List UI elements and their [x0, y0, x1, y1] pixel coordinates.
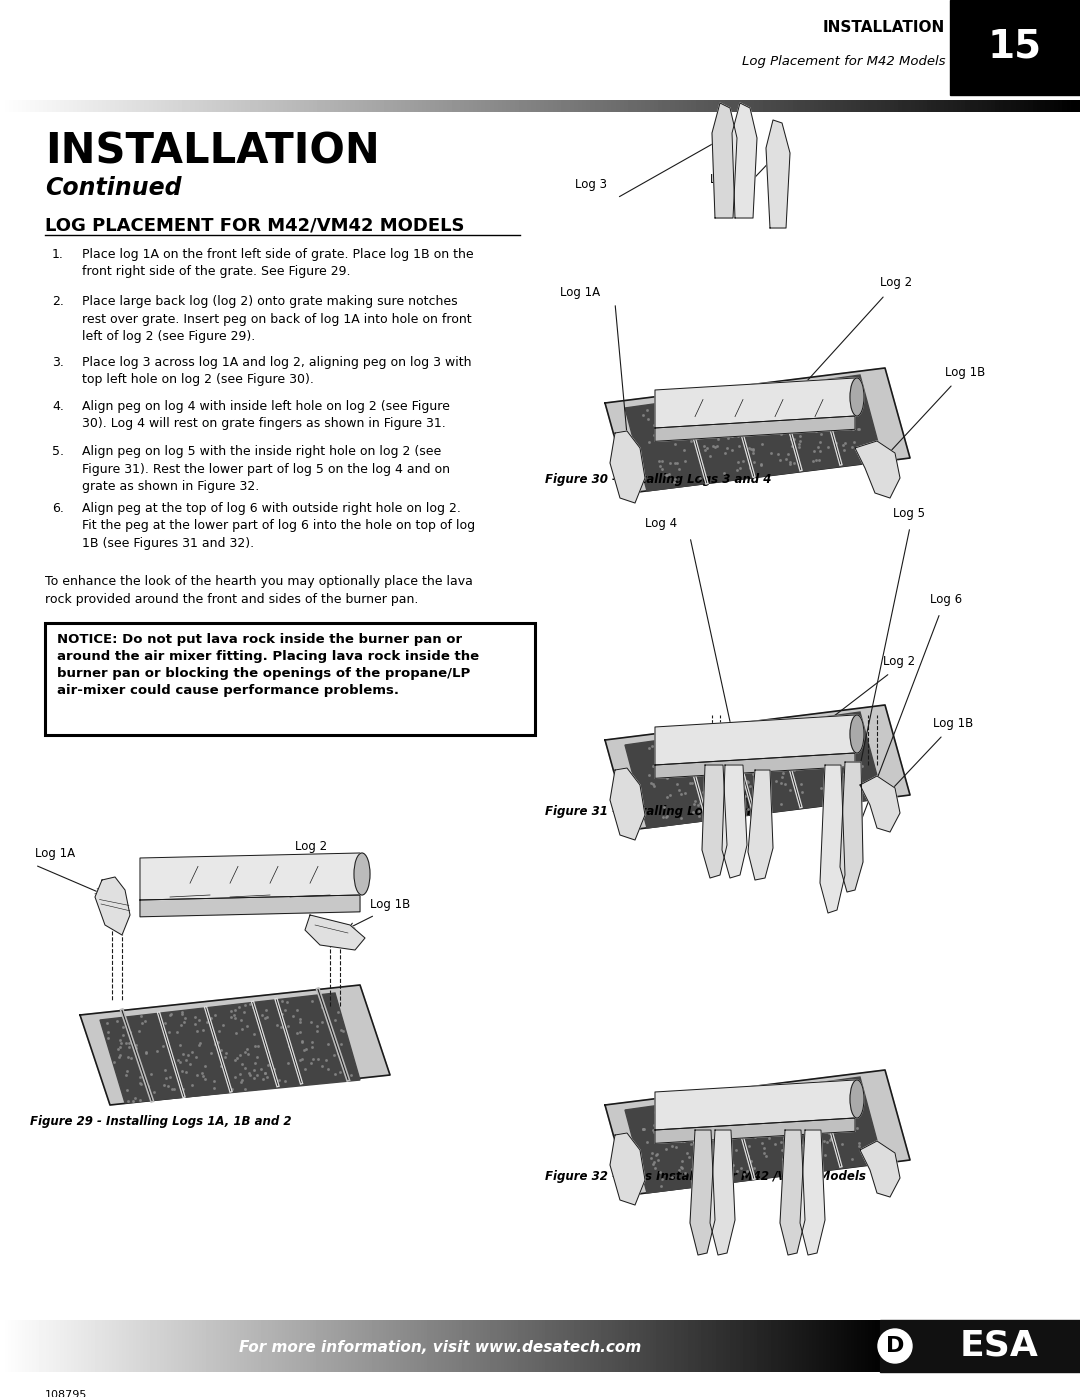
- Text: 2.: 2.: [52, 295, 64, 307]
- Text: ESA: ESA: [960, 1329, 1039, 1363]
- Text: Figure 29 - Installing Logs 1A, 1B and 2: Figure 29 - Installing Logs 1A, 1B and 2: [30, 1115, 292, 1127]
- Text: 108795: 108795: [45, 1390, 87, 1397]
- Polygon shape: [723, 766, 747, 877]
- Bar: [950, 0, 1080, 95]
- Polygon shape: [800, 1130, 825, 1255]
- Text: 5.: 5.: [52, 446, 64, 458]
- Text: Log 4: Log 4: [645, 517, 677, 529]
- Text: Log 6: Log 6: [930, 592, 962, 606]
- Polygon shape: [605, 367, 910, 493]
- Text: Place log 3 across log 1A and log 2, aligning peg on log 3 with
top left hole on: Place log 3 across log 1A and log 2, ali…: [82, 356, 472, 387]
- Text: Log 5: Log 5: [893, 507, 924, 520]
- Text: To enhance the look of the hearth you may optionally place the lava
rock provide: To enhance the look of the hearth you ma…: [45, 576, 473, 605]
- Text: Log 1B: Log 1B: [945, 366, 985, 379]
- Polygon shape: [690, 1130, 715, 1255]
- Text: Place log 1A on the front left side of grate. Place log 1B on the
front right si: Place log 1A on the front left side of g…: [82, 249, 474, 278]
- Text: 1.: 1.: [52, 249, 64, 261]
- Polygon shape: [654, 1080, 855, 1130]
- Polygon shape: [100, 993, 360, 1104]
- Text: Figure 30 - Installing Logs 3 and 4: Figure 30 - Installing Logs 3 and 4: [545, 474, 771, 486]
- Text: INSTALLATION: INSTALLATION: [45, 131, 380, 173]
- Text: Align peg on log 5 with the inside right hole on log 2 (see
Figure 31). Rest the: Align peg on log 5 with the inside right…: [82, 446, 450, 493]
- Polygon shape: [610, 432, 645, 503]
- Text: Log Placement for M42 Models: Log Placement for M42 Models: [742, 56, 945, 68]
- Ellipse shape: [850, 379, 864, 416]
- Text: INSTALLATION: INSTALLATION: [823, 21, 945, 35]
- Text: For more information, visit www.desatech.com: For more information, visit www.desatech…: [239, 1340, 642, 1355]
- Polygon shape: [625, 1077, 883, 1193]
- Polygon shape: [80, 985, 390, 1105]
- Polygon shape: [710, 1130, 735, 1255]
- Polygon shape: [610, 768, 645, 840]
- Polygon shape: [820, 766, 845, 914]
- Text: 6.: 6.: [52, 502, 64, 515]
- Text: Figure 32 - Logs Installed for M42 /VM42 Models: Figure 32 - Logs Installed for M42 /VM42…: [545, 1171, 866, 1183]
- Text: Log 2: Log 2: [883, 655, 915, 668]
- Text: Log 3: Log 3: [575, 177, 607, 191]
- Polygon shape: [305, 915, 365, 950]
- Polygon shape: [654, 416, 855, 441]
- Polygon shape: [610, 1133, 645, 1206]
- Text: 4.: 4.: [52, 400, 64, 414]
- Text: Log 1B: Log 1B: [933, 717, 973, 731]
- Polygon shape: [605, 1070, 910, 1194]
- Text: NOTICE: Do not put lava rock inside the burner pan or
around the air mixer fitti: NOTICE: Do not put lava rock inside the …: [57, 633, 480, 697]
- Bar: [880, 1320, 1080, 1372]
- Text: LOG PLACEMENT FOR M42/VM42 MODELS: LOG PLACEMENT FOR M42/VM42 MODELS: [45, 217, 464, 235]
- Polygon shape: [860, 1141, 900, 1197]
- Ellipse shape: [850, 715, 864, 753]
- Polygon shape: [140, 854, 360, 900]
- Ellipse shape: [850, 1080, 864, 1118]
- Polygon shape: [140, 895, 360, 916]
- Polygon shape: [625, 712, 883, 828]
- Polygon shape: [625, 374, 883, 490]
- Polygon shape: [654, 379, 855, 427]
- Text: Place large back log (log 2) onto grate making sure notches
rest over grate. Ins: Place large back log (log 2) onto grate …: [82, 295, 472, 344]
- Polygon shape: [748, 770, 773, 880]
- Polygon shape: [95, 877, 130, 935]
- Text: 3.: 3.: [52, 356, 64, 369]
- Polygon shape: [712, 103, 737, 218]
- Polygon shape: [605, 705, 910, 830]
- Text: Align peg on log 4 with inside left hole on log 2 (see Figure
30). Log 4 will re: Align peg on log 4 with inside left hole…: [82, 400, 450, 430]
- Polygon shape: [860, 775, 900, 833]
- Text: Align peg at the top of log 6 with outside right hole on log 2.
Fit the peg at t: Align peg at the top of log 6 with outsi…: [82, 502, 475, 550]
- Text: Figure 31 - Installing Logs 5 and 6: Figure 31 - Installing Logs 5 and 6: [545, 805, 771, 819]
- Text: Log 2: Log 2: [295, 840, 327, 854]
- Polygon shape: [840, 761, 863, 893]
- Bar: [45, 623, 535, 735]
- Polygon shape: [732, 103, 757, 218]
- Text: Log 1A: Log 1A: [561, 286, 600, 299]
- Text: Continued: Continued: [45, 176, 181, 200]
- Circle shape: [878, 1329, 912, 1363]
- Text: D: D: [886, 1336, 904, 1356]
- Text: 15: 15: [988, 28, 1042, 66]
- Ellipse shape: [354, 854, 370, 895]
- Text: Log 1B: Log 1B: [370, 898, 410, 911]
- Polygon shape: [855, 441, 900, 497]
- Polygon shape: [654, 715, 855, 766]
- Polygon shape: [654, 753, 855, 778]
- Polygon shape: [702, 766, 727, 877]
- Text: Log 2: Log 2: [880, 277, 913, 289]
- Polygon shape: [766, 120, 789, 228]
- Text: Log 4: Log 4: [710, 173, 742, 186]
- Text: Log 1A: Log 1A: [35, 847, 76, 861]
- Polygon shape: [780, 1130, 805, 1255]
- Polygon shape: [654, 1118, 855, 1143]
